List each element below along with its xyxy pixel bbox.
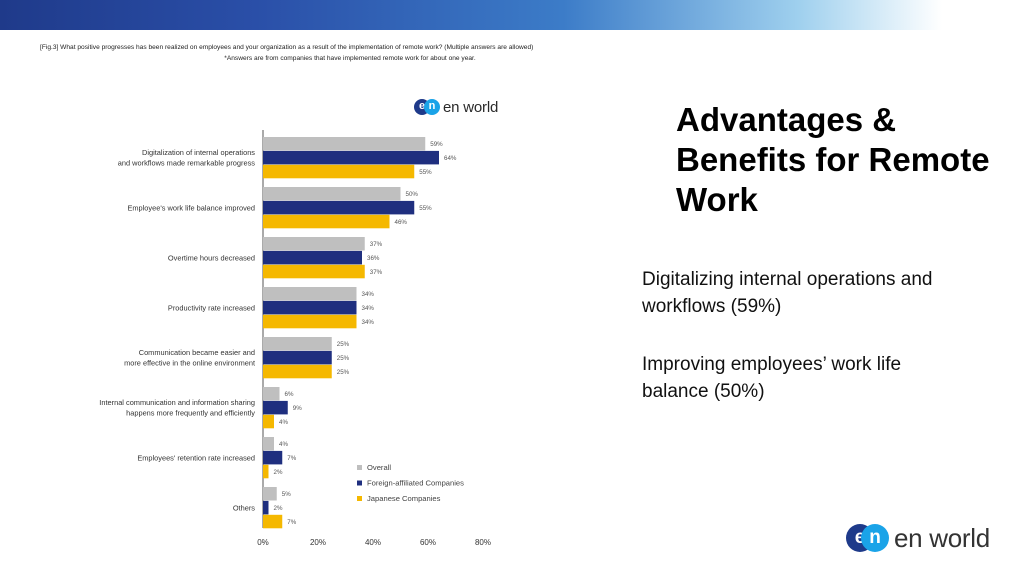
bar-value-label: 7% (287, 519, 296, 526)
x-tick-label: 60% (420, 538, 436, 547)
bar (263, 287, 357, 301)
bar (263, 214, 390, 229)
bar (263, 514, 283, 529)
bar-value-label: 2% (274, 505, 283, 512)
bar (263, 164, 415, 179)
legend-label: Overall (367, 463, 391, 472)
bar-value-label: 4% (279, 441, 288, 448)
bar-value-label: 34% (362, 305, 375, 312)
legend-label: Japanese Companies (367, 494, 441, 503)
bar (263, 150, 439, 165)
bar (263, 187, 401, 201)
bar (263, 414, 274, 429)
bar (263, 464, 269, 479)
bar-value-label: 25% (337, 355, 350, 362)
category-label: Others (233, 503, 255, 512)
bar (263, 364, 332, 379)
figure-caption-question: [Fig.3] What positive progresses has bee… (40, 44, 534, 51)
legend-swatch (357, 496, 362, 501)
category-label: Digitalization of internal operations and… (118, 148, 256, 168)
bar (263, 200, 415, 215)
logo-mark-n: n (424, 99, 440, 115)
bar-value-label: 6% (285, 391, 294, 398)
legend-label: Foreign-affiliated Companies (367, 479, 464, 488)
enworld-logo-icon: e n (414, 99, 440, 115)
bar (263, 387, 280, 401)
bar (263, 237, 365, 251)
bar-value-label: 59% (430, 141, 443, 148)
enworld-logo-icon: e n (846, 524, 889, 552)
figure-caption: [Fig.3] What positive progresses has bee… (40, 42, 660, 64)
brand-enworld-logo: e n en world (846, 522, 990, 554)
bar-value-label: 50% (406, 191, 419, 198)
x-tick-label: 20% (310, 538, 326, 547)
bar-value-label: 36% (367, 255, 380, 262)
logo-text: en world (894, 522, 990, 553)
logo-mark-n: n (861, 524, 889, 552)
category-label: Employees' retention rate increased (137, 453, 255, 462)
bar (263, 314, 357, 329)
slide-title: Advantages & Benefits for Remote Work (676, 101, 990, 218)
bar (263, 250, 362, 265)
bar-value-label: 25% (337, 341, 350, 348)
chart-enworld-logo: e n en world (414, 98, 498, 116)
bar-value-label: 64% (444, 155, 457, 162)
bar (263, 350, 332, 365)
legend-swatch (357, 465, 362, 470)
bar-value-label: 7% (287, 455, 296, 462)
bar (263, 400, 288, 415)
category-label: Employee's work life balance improved (127, 203, 255, 212)
bar-value-label: 37% (370, 241, 383, 248)
x-tick-label: 40% (365, 538, 381, 547)
figure-caption-note: *Answers are from companies that have im… (224, 55, 476, 62)
bar-value-label: 37% (370, 269, 383, 276)
bar-value-label: 2% (274, 469, 283, 476)
benefit-point-1: Digitalizing internal operations and wor… (642, 269, 933, 317)
bar-value-label: 55% (419, 205, 432, 212)
category-label: Overtime hours decreased (168, 253, 255, 262)
benefit-point-2: Improving employees’ work life balance (… (642, 354, 902, 402)
bar-value-label: 34% (362, 319, 375, 326)
header-gradient-band (0, 0, 1024, 30)
legend-swatch (357, 480, 362, 486)
logo-text: en world (443, 98, 499, 116)
bar-value-label: 25% (337, 369, 350, 376)
bar-value-label: 5% (282, 491, 291, 498)
category-label: Productivity rate increased (168, 303, 255, 312)
bar-value-label: 55% (419, 169, 432, 176)
bar (263, 450, 283, 465)
x-tick-label: 80% (475, 538, 491, 547)
bar (263, 487, 277, 501)
x-tick-label: 0% (257, 538, 269, 547)
category-label: Communication became easier and more effe… (124, 348, 255, 368)
bar-value-label: 46% (395, 219, 408, 226)
bar (263, 300, 357, 315)
bar (263, 437, 274, 451)
bar-value-label: 34% (362, 291, 375, 298)
bar (263, 137, 426, 151)
bar (263, 264, 365, 279)
category-label: Internal communication and information s… (99, 398, 255, 418)
bar (263, 500, 269, 515)
bar-value-label: 4% (279, 419, 288, 426)
bar (263, 337, 332, 351)
bar-value-label: 9% (293, 405, 302, 412)
